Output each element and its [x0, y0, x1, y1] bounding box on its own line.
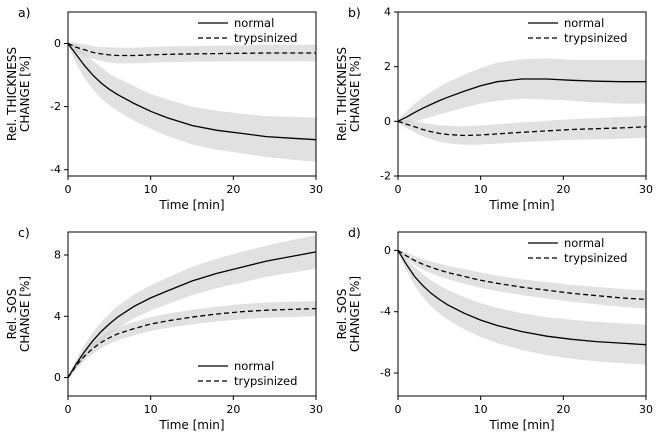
panel-b: 0 10 20 30 -2 0 2 4 Time [min] Rel. THICKNESSCHAN… — [330, 0, 660, 220]
confidence-bands — [398, 58, 646, 145]
series-band-normal — [398, 248, 646, 365]
legend-label-trypsinized: trypsinized — [564, 251, 627, 265]
svg-text:20: 20 — [556, 183, 570, 196]
svg-text:30: 30 — [639, 183, 653, 196]
legend-label-normal: normal — [234, 16, 274, 30]
svg-text:-2: -2 — [380, 170, 391, 183]
svg-text:30: 30 — [309, 183, 323, 196]
panel-d: 0 10 20 30 -8 -4 0 Time [min] Rel. SOSCHANGE [%]… — [330, 220, 660, 440]
svg-text:0: 0 — [65, 403, 72, 416]
y-axis-label: Rel. THICKNESSCHANGE [%] — [335, 47, 362, 141]
legend-label-normal: normal — [564, 16, 604, 30]
svg-text:0: 0 — [384, 115, 391, 128]
y-axis: 0 4 8 — [54, 248, 68, 384]
svg-text:-2: -2 — [50, 100, 61, 113]
svg-text:-4: -4 — [380, 305, 391, 318]
x-axis-label: Time [min] — [488, 418, 554, 432]
y-axis-label: Rel. SOSCHANGE [%] — [5, 276, 32, 352]
chart-panel: 0 10 20 30 -2 0 2 4 Time [min] Rel. THICKNESSCHAN… — [335, 5, 653, 212]
svg-text:10: 10 — [474, 183, 488, 196]
x-axis: 0 10 20 30 — [65, 176, 323, 196]
svg-text:4: 4 — [54, 310, 61, 323]
data-lines — [398, 249, 646, 346]
svg-text:2: 2 — [384, 60, 391, 73]
svg-text:-4: -4 — [50, 163, 61, 176]
svg-text:0: 0 — [384, 244, 391, 257]
x-axis-label: Time [min] — [488, 198, 554, 212]
y-axis: -4 -2 0 — [50, 37, 68, 176]
series-band-trypsinized — [68, 301, 316, 380]
data-lines — [398, 78, 646, 137]
confidence-bands — [68, 42, 316, 162]
series-band-trypsinized — [68, 42, 316, 64]
y-axis-label: Rel. THICKNESSCHANGE [%] — [5, 47, 32, 141]
plot-box — [397, 231, 647, 397]
data-lines — [68, 251, 316, 378]
series-band-normal — [68, 235, 316, 380]
series-line-trypsinized — [68, 307, 316, 378]
svg-text:10: 10 — [474, 403, 488, 416]
y-axis: -8 -4 0 — [380, 244, 398, 380]
svg-text:0: 0 — [54, 37, 61, 50]
series-line-trypsinized — [398, 249, 646, 301]
series-band-normal — [398, 58, 646, 123]
panel-label: a) — [18, 5, 31, 20]
x-axis-label: Time [min] — [158, 198, 224, 212]
y-axis: -2 0 2 4 — [380, 6, 398, 183]
svg-text:0: 0 — [395, 183, 402, 196]
series-line-normal — [398, 78, 646, 122]
legend-label-trypsinized: trypsinized — [234, 374, 297, 388]
svg-text:0: 0 — [65, 183, 72, 196]
svg-text:20: 20 — [226, 183, 240, 196]
panel-label: d) — [348, 225, 361, 240]
plot-box — [397, 11, 647, 177]
svg-text:30: 30 — [639, 403, 653, 416]
legend-label-trypsinized: trypsinized — [234, 31, 297, 45]
svg-text:4: 4 — [384, 6, 391, 19]
svg-text:10: 10 — [144, 183, 158, 196]
chart-panel: 0 10 20 30 -8 -4 0 Time [min] Rel. SOSCHANGE [%]… — [335, 225, 653, 432]
chart-panel: 0 10 20 30 -4 -2 0 Time [min] Rel. THICKNESSCHAN… — [5, 5, 323, 212]
svg-text:10: 10 — [144, 403, 158, 416]
svg-text:-8: -8 — [380, 367, 391, 380]
legend-label-normal: normal — [234, 359, 274, 373]
x-axis: 0 10 20 30 — [65, 396, 323, 416]
y-axis-label: Rel. SOSCHANGE [%] — [335, 276, 362, 352]
plot-box — [67, 231, 317, 397]
panel-a: 0 10 20 30 -4 -2 0 Time [min] Rel. THICKNESSCHAN… — [0, 0, 330, 220]
confidence-bands — [398, 248, 646, 365]
svg-text:0: 0 — [395, 403, 402, 416]
series-line-normal — [398, 250, 646, 346]
series-line-normal — [68, 43, 316, 141]
x-axis-label: Time [min] — [158, 418, 224, 432]
panel-label: c) — [18, 225, 30, 240]
confidence-bands — [68, 235, 316, 380]
chart-panel: 0 10 20 30 0 4 8 Time [min] Rel. SOSCHANGE [%] c)… — [5, 225, 323, 432]
plot-box — [67, 11, 317, 177]
series-line-trypsinized — [398, 120, 646, 137]
svg-text:30: 30 — [309, 403, 323, 416]
panel-c: 0 10 20 30 0 4 8 Time [min] Rel. SOSCHANGE [%] c)… — [0, 220, 330, 440]
x-axis: 0 10 20 30 — [395, 396, 653, 416]
svg-text:8: 8 — [54, 248, 61, 261]
series-band-trypsinized — [398, 115, 646, 145]
data-lines — [68, 42, 316, 141]
panel-label: b) — [348, 5, 361, 20]
svg-text:20: 20 — [556, 403, 570, 416]
legend-label-trypsinized: trypsinized — [564, 31, 627, 45]
legend-label-normal: normal — [564, 236, 604, 250]
svg-text:0: 0 — [54, 371, 61, 384]
x-axis: 0 10 20 30 — [395, 176, 653, 196]
series-line-normal — [68, 251, 316, 378]
svg-text:20: 20 — [226, 403, 240, 416]
series-line-trypsinized — [68, 42, 316, 57]
series-band-normal — [68, 42, 316, 162]
